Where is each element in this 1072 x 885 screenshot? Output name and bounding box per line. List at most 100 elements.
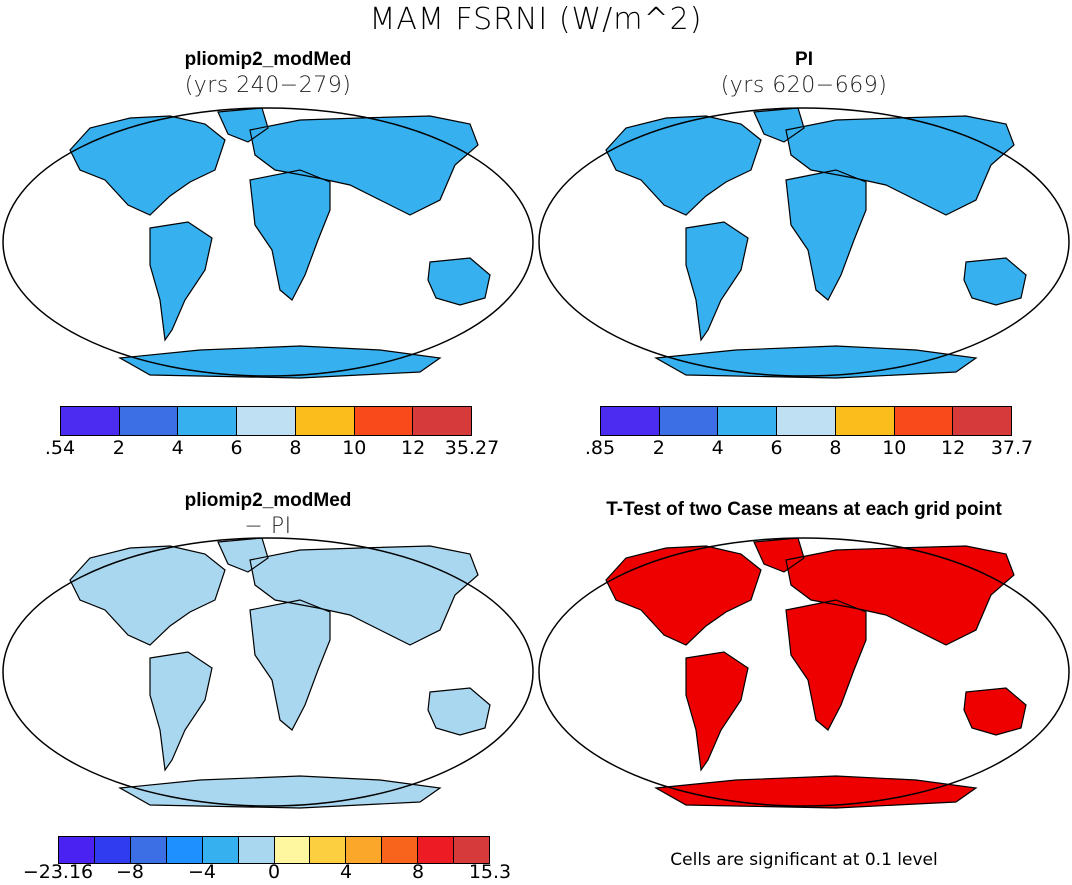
coastline <box>249 115 479 216</box>
coastline <box>118 775 442 809</box>
colorbar-swatch <box>718 407 778 435</box>
colorbar-swatch <box>94 837 131 863</box>
coastline <box>118 345 442 379</box>
panel2-subtitle: (yrs 620−669) <box>720 73 888 98</box>
colorbar-swatch <box>894 407 954 435</box>
panel1-subtitle: (yrs 240−279) <box>184 73 352 98</box>
land-north-america <box>70 546 225 645</box>
coastline <box>963 687 1027 736</box>
land-africa <box>786 600 866 730</box>
land-south-america <box>150 222 212 340</box>
colorbar-tick-label: 4 <box>711 437 724 459</box>
land-eurasia <box>250 546 478 645</box>
colorbar-swatch <box>659 407 719 435</box>
coastline <box>654 775 978 809</box>
coastline <box>427 687 491 736</box>
panel1-colorbar <box>60 406 472 436</box>
colorbar-swatch <box>274 837 311 863</box>
colorbar-tick-label: 37.7 <box>990 437 1034 459</box>
colorbar-tick-label: 4 <box>339 861 353 883</box>
colorbar-swatch <box>166 837 203 863</box>
colorbar-swatch <box>777 407 836 435</box>
figure-title: MAM FSRNI (W/m^2) <box>369 2 703 37</box>
panel1-colorbar-labels: .54 2 4 6 8 10 12 35.27 <box>45 437 499 461</box>
land-africa <box>250 600 330 730</box>
coastline <box>785 545 1015 646</box>
colorbar-swatch <box>237 407 296 435</box>
land-africa <box>250 170 330 300</box>
colorbar-swatch <box>418 837 455 863</box>
land-north-america <box>606 546 761 645</box>
coastline <box>249 545 479 646</box>
colorbar-tick-label: 15.3 <box>468 861 512 883</box>
panel3-map <box>0 535 536 810</box>
land-north-america <box>606 116 761 215</box>
coastline <box>427 257 491 306</box>
colorbar-swatch <box>119 407 179 435</box>
colorbar-tick-label: 8 <box>289 437 302 459</box>
land-eurasia <box>786 546 1014 645</box>
colorbar-swatch <box>382 837 419 863</box>
coastline <box>685 221 749 342</box>
colorbar-swatch <box>454 837 490 863</box>
colorbar-tick-label: 4 <box>171 437 184 459</box>
map-border <box>2 537 534 807</box>
colorbar-tick-label: 2 <box>652 437 665 459</box>
panel3-title: pliomip2_modMed <box>184 490 352 511</box>
colorbar-swatch <box>295 407 355 435</box>
coastline <box>149 221 213 342</box>
colorbar-swatch <box>61 407 120 435</box>
land-australia <box>428 258 490 305</box>
panel2-colorbar <box>600 406 1012 436</box>
land-antarctica <box>120 776 440 808</box>
panel4-map <box>536 535 1072 810</box>
colorbar-tick-label: 2 <box>112 437 125 459</box>
panel2-colorbar-labels: .85 2 4 6 8 10 12 37.7 <box>585 437 1033 461</box>
panel2-title: PI <box>795 49 813 70</box>
land-south-america <box>686 222 748 340</box>
map-border <box>538 107 1070 377</box>
colorbar-tick-label: .85 <box>584 437 616 459</box>
colorbar-swatch <box>59 837 95 863</box>
colorbar-swatch <box>310 837 347 863</box>
panel2-map <box>536 105 1072 380</box>
colorbar-tick-label: 35.27 <box>444 437 500 459</box>
colorbar-tick-label: 6 <box>230 437 243 459</box>
panel3-colorbar <box>58 836 490 864</box>
panel3-colorbar-labels: −23.16 −8 −4 0 4 8 15.3 <box>23 861 511 885</box>
colorbar-swatch <box>601 407 660 435</box>
land-antarctica <box>656 776 976 808</box>
colorbar-tick-label: 12 <box>941 437 966 459</box>
colorbar-tick-label: 10 <box>882 437 907 459</box>
colorbar-swatch <box>953 407 1012 435</box>
colorbar-swatch <box>835 407 895 435</box>
coastline <box>685 651 749 772</box>
colorbar-tick-label: −8 <box>115 861 145 883</box>
colorbar-tick-label: 10 <box>342 437 367 459</box>
colorbar-swatch <box>354 407 414 435</box>
colorbar-swatch <box>178 407 238 435</box>
colorbar-tick-label: −4 <box>187 861 217 883</box>
land-antarctica <box>656 346 976 378</box>
coastline <box>149 651 213 772</box>
colorbar-tick-label: 8 <box>411 861 425 883</box>
colorbar-tick-label: 8 <box>829 437 842 459</box>
footnote: Cells are significant at 0.1 level <box>670 850 938 870</box>
colorbar-swatch <box>130 837 167 863</box>
coastline <box>654 345 978 379</box>
land-north-america <box>70 116 225 215</box>
colorbar-tick-label: .54 <box>44 437 76 459</box>
colorbar-swatch <box>346 837 383 863</box>
map-border <box>2 107 534 377</box>
panel1-map <box>0 105 536 380</box>
land-antarctica <box>120 346 440 378</box>
coastline <box>605 545 762 646</box>
land-australia <box>964 688 1026 735</box>
land-south-america <box>150 652 212 770</box>
coastline <box>69 115 226 216</box>
colorbar-tick-label: −23.16 <box>22 861 94 883</box>
land-eurasia <box>786 116 1014 215</box>
panel3-subtitle: − PI <box>244 514 292 539</box>
land-eurasia <box>250 116 478 215</box>
land-australia <box>428 688 490 735</box>
